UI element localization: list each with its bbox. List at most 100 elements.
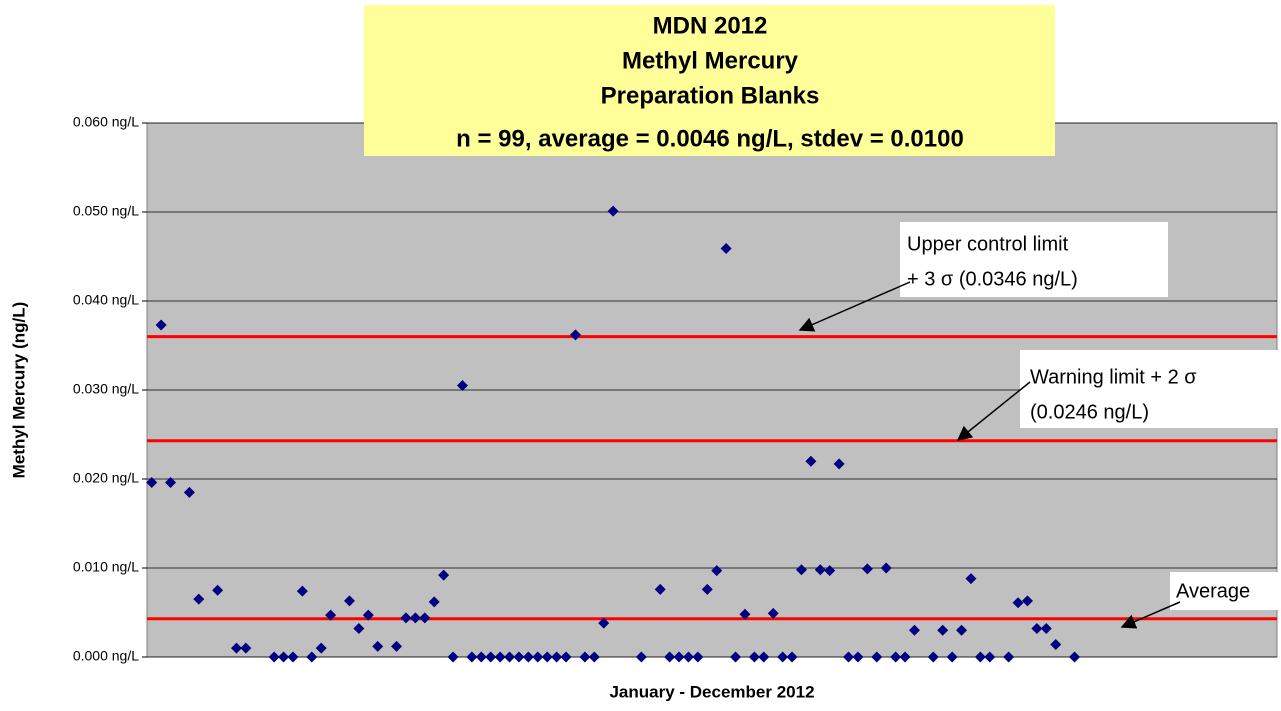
point (278, 651, 290, 663)
point (230, 642, 242, 654)
point (852, 651, 864, 663)
annotation-text: Upper control limit (907, 233, 1069, 255)
chart-title: Preparation Blanks (601, 82, 820, 109)
point (579, 651, 591, 663)
point (296, 585, 308, 597)
point (664, 651, 676, 663)
point (607, 205, 619, 217)
point (1012, 597, 1024, 609)
annotation-arrow (798, 281, 911, 332)
point (1040, 623, 1052, 635)
point (428, 596, 440, 608)
point (890, 651, 902, 663)
y-tick-label: 0.020 ng/L (73, 470, 139, 486)
point (767, 607, 779, 619)
y-tick-label: 0.000 ng/L (73, 648, 139, 664)
point (438, 569, 450, 581)
point (598, 617, 610, 629)
point (504, 651, 516, 663)
point (739, 608, 751, 620)
annotation-text: + 3 σ (0.0346 ng/L) (907, 268, 1078, 290)
point (635, 651, 647, 663)
point (795, 564, 807, 576)
point (466, 651, 478, 663)
point (956, 624, 968, 636)
point (899, 651, 911, 663)
point (758, 651, 770, 663)
point (475, 651, 487, 663)
point (343, 595, 355, 607)
point (701, 583, 713, 595)
point (569, 329, 581, 341)
point (984, 651, 996, 663)
y-tick-label: 0.030 ng/L (73, 381, 139, 397)
point (880, 562, 892, 574)
point (456, 380, 468, 392)
point (843, 651, 855, 663)
point (937, 624, 949, 636)
y-tick-label: 0.050 ng/L (73, 203, 139, 219)
point (362, 609, 374, 621)
annotation-text: (0.0246 ng/L) (1030, 401, 1149, 423)
point (730, 651, 742, 663)
title-box (364, 5, 1055, 156)
y-axis-label: Methyl Mercury (ng/L) (9, 302, 28, 479)
point (777, 651, 789, 663)
point (551, 651, 563, 663)
point (183, 486, 195, 498)
point (513, 651, 525, 663)
point (908, 624, 920, 636)
point (1003, 651, 1015, 663)
point (946, 651, 958, 663)
point (805, 455, 817, 467)
point (193, 593, 205, 605)
point (748, 651, 760, 663)
point (965, 573, 977, 585)
point (1069, 651, 1081, 663)
annotation-arrow (956, 381, 1031, 441)
point (146, 477, 158, 489)
chart-title: Methyl Mercury (622, 47, 799, 74)
point (165, 477, 177, 489)
point (974, 651, 986, 663)
annotation-box (900, 222, 1168, 297)
point (447, 651, 459, 663)
point (522, 651, 534, 663)
point (927, 651, 939, 663)
point (155, 319, 167, 331)
point (287, 651, 299, 663)
point (871, 651, 883, 663)
annotation-box (1170, 572, 1281, 610)
point (409, 612, 421, 624)
point (419, 612, 431, 624)
y-tick-label: 0.010 ng/L (73, 559, 139, 575)
point (353, 623, 365, 635)
chart-title: n = 99, average = 0.0046 ng/L, stdev = 0… (456, 125, 964, 152)
point (485, 651, 497, 663)
point (861, 563, 873, 575)
point (560, 651, 572, 663)
chart-title: MDN 2012 (653, 12, 768, 39)
point (588, 651, 600, 663)
point (824, 565, 836, 577)
point (240, 642, 252, 654)
y-tick-label: 0.040 ng/L (73, 292, 139, 308)
point (1031, 623, 1043, 635)
point (541, 651, 553, 663)
annotation-text: Warning limit + 2 σ (1030, 366, 1197, 388)
point (833, 458, 845, 470)
x-axis-label: January - December 2012 (609, 682, 814, 701)
point (315, 642, 327, 654)
point (673, 651, 685, 663)
point (400, 612, 412, 624)
annotation-arrow (1120, 601, 1181, 629)
point (494, 651, 506, 663)
y-tick-label: 0.060 ng/L (73, 114, 139, 130)
point (1050, 639, 1062, 651)
point (306, 651, 318, 663)
point (212, 584, 224, 596)
point (391, 640, 403, 652)
point (1021, 595, 1033, 607)
point (682, 651, 694, 663)
